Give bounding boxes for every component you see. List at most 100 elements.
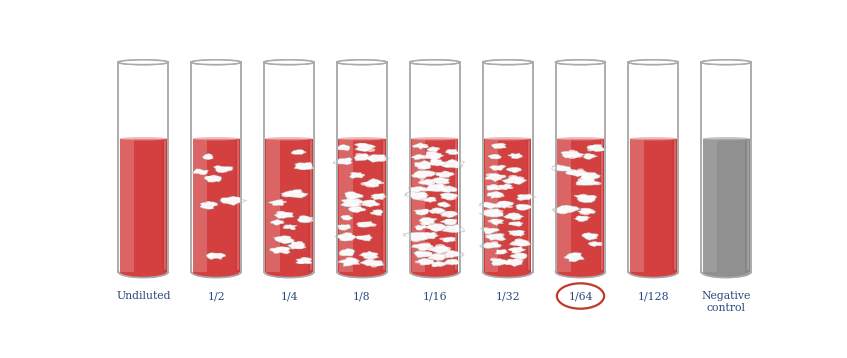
Polygon shape: [191, 168, 210, 175]
Polygon shape: [485, 246, 490, 248]
Polygon shape: [497, 183, 513, 190]
Polygon shape: [509, 222, 522, 226]
Bar: [119, 139, 167, 272]
Polygon shape: [346, 215, 350, 217]
Polygon shape: [432, 265, 437, 267]
Polygon shape: [480, 204, 488, 207]
Ellipse shape: [191, 60, 241, 64]
Polygon shape: [430, 261, 446, 267]
Polygon shape: [558, 210, 568, 214]
Polygon shape: [578, 208, 595, 214]
Polygon shape: [416, 227, 421, 229]
Polygon shape: [493, 174, 501, 176]
Polygon shape: [446, 204, 451, 206]
Polygon shape: [339, 252, 347, 256]
Polygon shape: [430, 232, 437, 235]
Polygon shape: [566, 169, 588, 177]
Polygon shape: [301, 151, 307, 154]
Polygon shape: [436, 228, 443, 231]
Polygon shape: [496, 194, 505, 198]
Polygon shape: [206, 254, 213, 257]
Polygon shape: [487, 154, 502, 159]
Polygon shape: [440, 186, 457, 192]
Polygon shape: [421, 232, 439, 239]
Polygon shape: [590, 233, 599, 237]
Polygon shape: [371, 194, 387, 200]
Polygon shape: [423, 212, 428, 214]
Polygon shape: [455, 227, 464, 231]
Polygon shape: [517, 230, 523, 232]
Polygon shape: [587, 145, 605, 152]
Polygon shape: [567, 155, 578, 159]
Polygon shape: [265, 272, 313, 277]
Bar: [702, 139, 750, 272]
Text: 1/8: 1/8: [353, 291, 371, 301]
Polygon shape: [507, 185, 511, 187]
Ellipse shape: [119, 60, 169, 64]
Polygon shape: [577, 168, 584, 171]
Polygon shape: [498, 185, 504, 187]
Polygon shape: [566, 256, 573, 259]
Polygon shape: [441, 211, 458, 218]
Polygon shape: [518, 194, 523, 197]
Polygon shape: [355, 153, 363, 156]
Polygon shape: [206, 201, 212, 204]
Polygon shape: [491, 241, 499, 245]
Polygon shape: [486, 185, 501, 190]
Polygon shape: [423, 242, 431, 246]
Polygon shape: [360, 153, 368, 156]
Polygon shape: [192, 272, 240, 277]
Bar: [527, 139, 531, 272]
Polygon shape: [496, 202, 505, 205]
Polygon shape: [508, 153, 522, 159]
Text: Negative
control: Negative control: [701, 291, 751, 313]
Polygon shape: [495, 196, 500, 198]
Polygon shape: [348, 195, 355, 199]
Polygon shape: [346, 206, 368, 213]
Polygon shape: [555, 166, 561, 169]
Polygon shape: [439, 210, 445, 212]
Polygon shape: [207, 207, 212, 209]
Polygon shape: [501, 200, 508, 204]
Polygon shape: [440, 211, 460, 218]
Polygon shape: [269, 247, 290, 254]
Polygon shape: [420, 236, 428, 238]
Ellipse shape: [556, 137, 604, 140]
Polygon shape: [503, 261, 512, 265]
Polygon shape: [448, 159, 457, 163]
Polygon shape: [412, 154, 426, 160]
Polygon shape: [360, 182, 369, 186]
Polygon shape: [346, 253, 352, 256]
Polygon shape: [357, 143, 368, 147]
Polygon shape: [274, 238, 282, 241]
Polygon shape: [307, 262, 313, 264]
Polygon shape: [352, 259, 360, 262]
Ellipse shape: [556, 60, 606, 64]
Polygon shape: [426, 246, 450, 254]
Polygon shape: [493, 244, 500, 247]
Polygon shape: [440, 213, 446, 215]
Polygon shape: [441, 255, 449, 258]
Polygon shape: [337, 248, 356, 256]
Polygon shape: [342, 239, 348, 241]
Polygon shape: [587, 149, 594, 151]
Polygon shape: [416, 252, 422, 255]
Polygon shape: [271, 219, 285, 225]
Polygon shape: [579, 171, 602, 180]
Polygon shape: [194, 169, 200, 171]
Bar: [265, 139, 313, 272]
Polygon shape: [294, 162, 312, 169]
Polygon shape: [507, 167, 522, 173]
Polygon shape: [208, 156, 213, 158]
Polygon shape: [419, 193, 429, 197]
Polygon shape: [578, 178, 587, 182]
Polygon shape: [481, 204, 489, 207]
Polygon shape: [268, 246, 291, 255]
Polygon shape: [489, 258, 509, 266]
Polygon shape: [419, 232, 440, 240]
Polygon shape: [346, 257, 354, 261]
Polygon shape: [266, 199, 285, 206]
Polygon shape: [360, 174, 365, 176]
Text: 1/16: 1/16: [423, 291, 447, 301]
Polygon shape: [424, 146, 429, 147]
